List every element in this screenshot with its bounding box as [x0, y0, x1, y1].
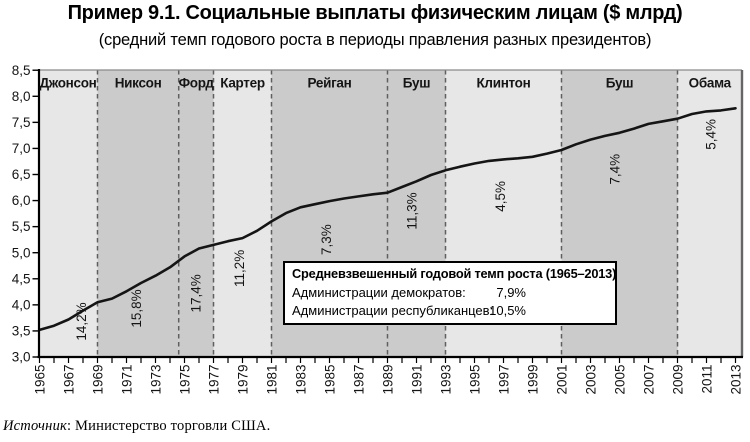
- growth-rate-labels: 14,2% 15,8% 17,4% 11,2% 7,3% 11,3% 4,5% 7,4% 5,4…: [74, 119, 718, 341]
- x-tick-label: 2005: [613, 365, 628, 395]
- x-tick-label: 1965: [33, 365, 48, 395]
- term-band: [677, 70, 742, 357]
- growth-rate-label: 4,5%: [493, 181, 508, 212]
- dem-average-row: Администрации демократов: 7,9%: [292, 284, 615, 303]
- source-text: : Министерство торговли США.: [67, 418, 271, 434]
- x-tick-label: 2007: [642, 365, 657, 395]
- source-label: Источник: [3, 418, 67, 434]
- president-label: Никсон: [115, 76, 162, 91]
- x-tick-label: 1997: [497, 365, 512, 395]
- y-axis-ticks: 3,0 3,5 4,0 4,5 5,0 5,5 6,0 6,5 7,0 7,5 8,0 8,5: [12, 63, 39, 365]
- growth-rate-label: 17,4%: [189, 274, 204, 312]
- president-label: Форд: [179, 76, 215, 91]
- axes: [37, 69, 743, 359]
- weighted-average-box: Средневзвешенный годовой темп роста (196…: [283, 261, 617, 325]
- x-tick-label: 2001: [555, 365, 570, 395]
- dem-average-value: 7,9%: [496, 284, 526, 300]
- x-tick-label: 1975: [178, 365, 193, 395]
- term-band: [97, 70, 179, 357]
- growth-rate-label: 7,4%: [608, 154, 623, 185]
- x-tick-label: 1989: [381, 365, 396, 395]
- y-tick-label: 6,0: [12, 193, 31, 208]
- term-band: [213, 70, 272, 357]
- x-tick-label: 1969: [91, 365, 106, 395]
- y-tick-label: 7,0: [12, 141, 31, 156]
- president-label: Джонсон: [39, 76, 96, 91]
- figure-subtitle: (средний темп годового роста в периоды п…: [98, 31, 652, 49]
- x-tick-label: 1967: [62, 365, 77, 395]
- rep-average-row: Администрации республиканцев: 10,5%: [292, 302, 615, 321]
- x-tick-label: 2011: [700, 365, 715, 394]
- source-note: Источник: Министерство торговли США.: [3, 418, 270, 435]
- growth-rate-label: 11,2%: [232, 250, 247, 287]
- growth-rate-label: 14,2%: [74, 302, 89, 340]
- president-label: Буш: [606, 76, 633, 91]
- x-tick-label: 1995: [468, 365, 483, 395]
- y-tick-label: 5,0: [12, 245, 31, 260]
- y-tick-label: 6,5: [12, 167, 31, 182]
- x-tick-label: 2009: [671, 365, 686, 395]
- dem-average-label: Администрации демократов:: [292, 284, 466, 300]
- president-labels: Джонсон Никсон Форд Картер Рейган Буш Клинтон Б…: [39, 76, 731, 91]
- x-tick-label: 1991: [410, 365, 425, 395]
- x-tick-label: 1999: [526, 365, 541, 395]
- growth-rate-label: 15,8%: [129, 289, 144, 327]
- plot-frame: [38, 69, 744, 357]
- x-tick-label: 1979: [236, 365, 251, 395]
- growth-rate-label: 11,3%: [405, 192, 420, 229]
- figure-title: Пример 9.1. Социальные выплаты физически…: [67, 2, 683, 24]
- growth-rate-label: 5,4%: [703, 119, 718, 150]
- president-label: Буш: [403, 76, 430, 91]
- x-tick-label: 1985: [323, 365, 338, 395]
- y-tick-label: 4,5: [12, 271, 31, 286]
- x-tick-label: 1983: [294, 365, 309, 395]
- rep-average-value: 10,5%: [489, 303, 526, 319]
- president-bands: [38, 70, 742, 357]
- president-label: Клинтон: [476, 76, 530, 91]
- x-axis-ticks: 1965 1967 1969 1971 1973 1975 1977 1979 1981 1983…: [33, 358, 744, 395]
- x-tick-label: 1971: [120, 365, 135, 395]
- y-tick-label: 8,0: [12, 89, 31, 104]
- y-tick-label: 3,5: [12, 324, 31, 339]
- y-tick-label: 3,0: [12, 350, 31, 365]
- growth-rate-label: 7,3%: [319, 224, 334, 255]
- president-label: Рейган: [308, 76, 352, 91]
- y-tick-label: 4,0: [12, 297, 31, 312]
- x-tick-label: 1981: [265, 365, 280, 395]
- president-label: Картер: [220, 76, 265, 91]
- term-band: [178, 70, 214, 357]
- x-tick-label: 1993: [439, 365, 454, 395]
- y-tick-label: 5,5: [12, 219, 31, 234]
- rep-average-label: Администрации республиканцев:: [292, 303, 494, 319]
- president-label: Обама: [689, 76, 732, 91]
- y-tick-label: 8,5: [12, 63, 31, 78]
- x-tick-label: 1987: [352, 365, 367, 395]
- x-tick-label: 2013: [729, 365, 744, 395]
- x-tick-label: 2003: [584, 365, 599, 395]
- x-tick-label: 1977: [207, 365, 222, 395]
- weighted-average-title: Средневзвешенный годовой темп роста (196…: [292, 266, 617, 281]
- x-tick-label: 1973: [149, 365, 164, 395]
- y-tick-label: 7,5: [12, 115, 31, 130]
- payments-line: [38, 107, 737, 332]
